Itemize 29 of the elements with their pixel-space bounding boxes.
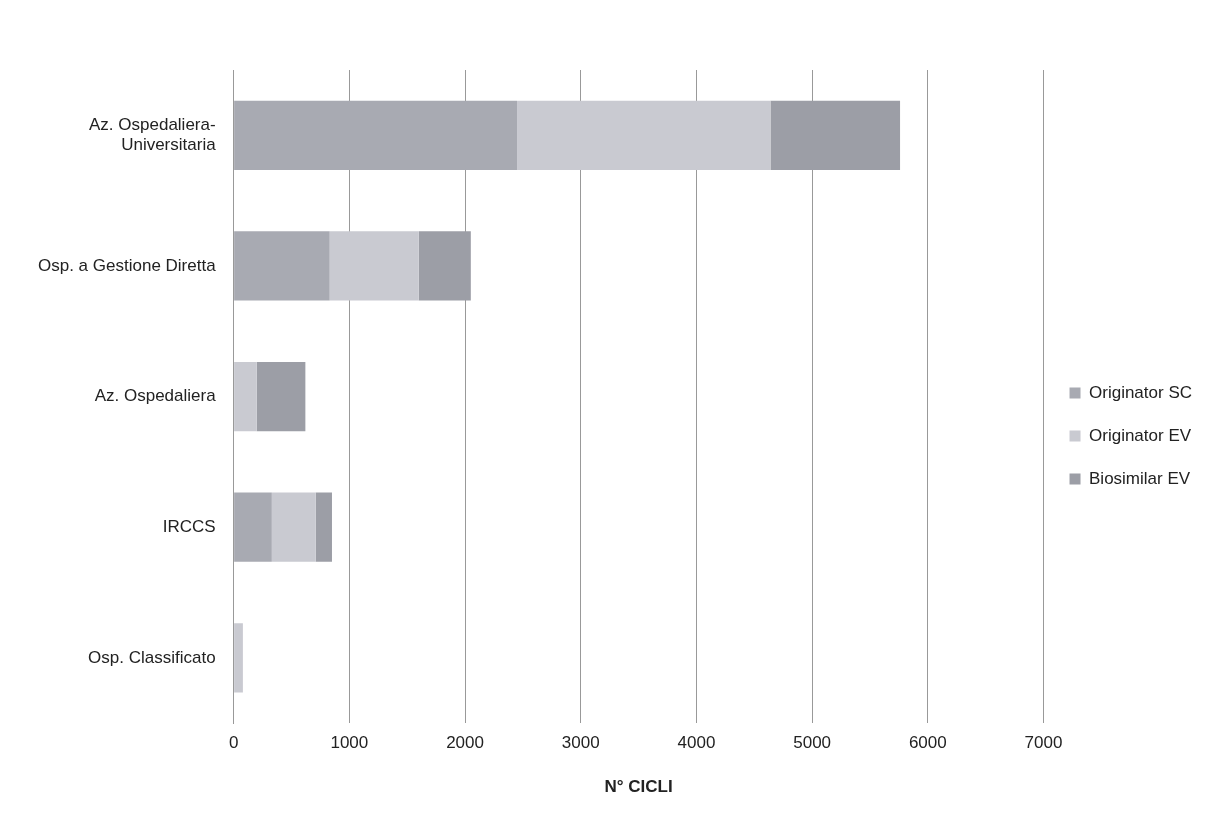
y-tick-label: Az. Ospedaliera: [94, 386, 217, 406]
legend-label: Originator SC: [1089, 382, 1192, 402]
y-tick-label: Osp. a Gestione Diretta: [38, 255, 217, 275]
x-tick-label: 0: [228, 733, 239, 753]
y-tick-label: Az. Ospedaliera-Universitaria: [89, 114, 217, 155]
bar: [517, 100, 771, 170]
bar: [234, 231, 330, 301]
bar: [418, 231, 471, 301]
bar: [770, 100, 901, 170]
x-tick-label: 1000: [330, 733, 369, 753]
bar: [234, 100, 518, 170]
bar: [256, 361, 306, 432]
bar: [234, 492, 272, 562]
y-tick-label: IRCCS: [162, 516, 216, 536]
legend-label: Originator EV: [1089, 425, 1192, 445]
bar: [329, 231, 419, 301]
x-tick-label: 6000: [908, 733, 947, 753]
x-tick-label: 2000: [446, 733, 484, 753]
x-tick-label: 7000: [1024, 733, 1063, 753]
bar: [315, 492, 332, 562]
x-tick-label: 4000: [677, 733, 716, 753]
bar: [234, 623, 243, 693]
bar: [271, 492, 316, 562]
x-tick-label: 3000: [561, 733, 600, 753]
x-tick-label: 5000: [793, 733, 832, 753]
y-tick-label: Osp. Classificato: [88, 647, 216, 667]
x-axis-title: N° CICLI: [604, 777, 673, 797]
legend-label: Biosimilar EV: [1089, 468, 1191, 488]
bar: [234, 361, 257, 432]
